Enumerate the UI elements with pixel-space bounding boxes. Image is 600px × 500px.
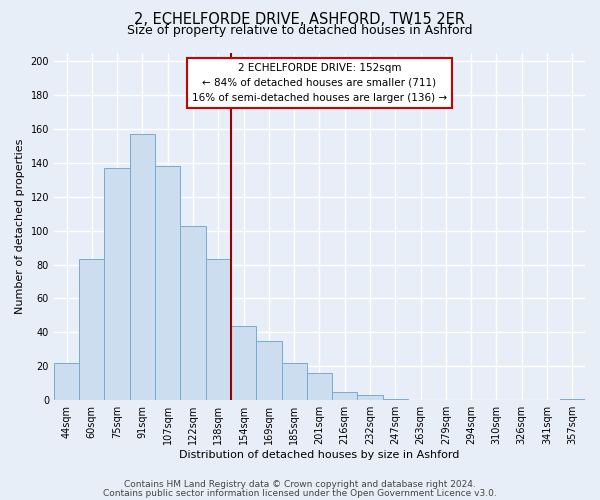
- Bar: [231, 326, 256, 400]
- Bar: [256, 341, 281, 400]
- X-axis label: Distribution of detached houses by size in Ashford: Distribution of detached houses by size …: [179, 450, 460, 460]
- Bar: [358, 395, 383, 400]
- Text: Size of property relative to detached houses in Ashford: Size of property relative to detached ho…: [127, 24, 473, 37]
- Bar: [560, 398, 585, 400]
- Bar: [281, 363, 307, 400]
- Bar: [206, 260, 231, 400]
- Bar: [307, 373, 332, 400]
- Text: 2 ECHELFORDE DRIVE: 152sqm
← 84% of detached houses are smaller (711)
16% of sem: 2 ECHELFORDE DRIVE: 152sqm ← 84% of deta…: [192, 63, 447, 102]
- Bar: [383, 398, 408, 400]
- Bar: [181, 226, 206, 400]
- Y-axis label: Number of detached properties: Number of detached properties: [15, 138, 25, 314]
- Text: Contains HM Land Registry data © Crown copyright and database right 2024.: Contains HM Land Registry data © Crown c…: [124, 480, 476, 489]
- Bar: [54, 363, 79, 400]
- Bar: [155, 166, 181, 400]
- Bar: [104, 168, 130, 400]
- Text: Contains public sector information licensed under the Open Government Licence v3: Contains public sector information licen…: [103, 488, 497, 498]
- Text: 2, ECHELFORDE DRIVE, ASHFORD, TW15 2ER: 2, ECHELFORDE DRIVE, ASHFORD, TW15 2ER: [134, 12, 466, 28]
- Bar: [130, 134, 155, 400]
- Bar: [332, 392, 358, 400]
- Bar: [79, 260, 104, 400]
